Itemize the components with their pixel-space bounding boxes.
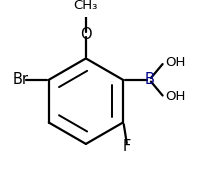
Text: Br: Br [13,72,29,87]
Text: OH: OH [165,56,186,69]
Text: CH₃: CH₃ [74,0,98,12]
Text: OH: OH [165,90,186,103]
Text: B: B [145,72,154,87]
Text: F: F [123,139,131,154]
Text: O: O [80,27,92,42]
